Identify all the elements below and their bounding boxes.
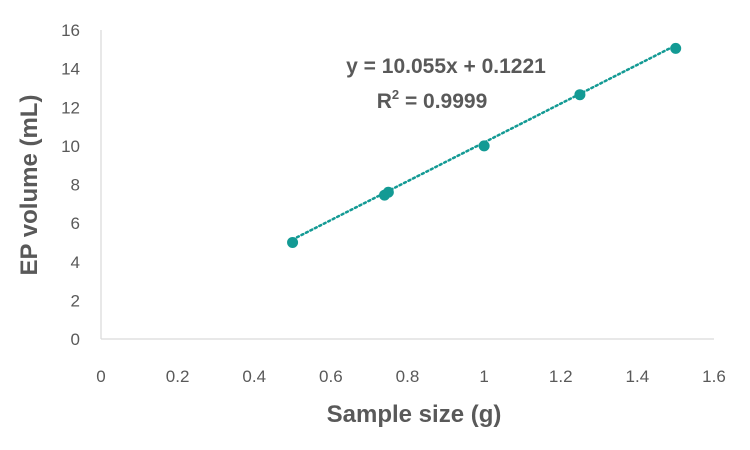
x-tick-label: 1.2 [549,367,573,386]
x-axis-title: Sample size (g) [327,401,502,428]
x-tick-label: 0.4 [242,367,266,386]
y-tick-label: 6 [71,214,80,233]
data-points [287,42,682,248]
x-tick-label: 0 [96,367,105,386]
x-tick-label: 1 [479,367,488,386]
y-axis-title: EP volume (mL) [16,95,43,276]
x-tick-label: 0.8 [396,367,420,386]
trendline-equation: y = 10.055x + 0.1221 [346,55,546,78]
data-point [670,42,682,54]
data-point [287,236,299,248]
y-tick-label: 16 [61,21,80,40]
r-squared-label: R2 = 0.9999 [377,87,488,113]
y-tick-label: 10 [61,137,80,156]
plot-area [100,30,714,340]
x-tick-label: 0.6 [319,367,343,386]
y-tick-label: 0 [71,330,80,349]
y-tick-label: 12 [61,98,80,117]
y-tick-label: 4 [71,253,80,272]
r-squared-exponent: 2 [392,87,399,102]
data-point [382,186,394,198]
x-tick-labels: 0 0.2 0.4 0.6 0.8 1 1.2 1.4 1.6 [96,367,726,386]
x-tick-label: 1.6 [702,367,726,386]
r-squared-value: = 0.9999 [399,90,487,113]
y-tick-labels: 0 2 4 6 8 10 12 14 16 [61,21,80,349]
data-point [478,140,490,152]
x-tick-label: 0.2 [166,367,190,386]
r-squared-prefix: R [377,90,392,113]
data-point [574,89,586,101]
y-tick-label: 14 [61,60,80,79]
x-tick-label: 1.4 [626,367,650,386]
y-tick-label: 2 [71,291,80,310]
y-tick-label: 8 [71,176,80,195]
